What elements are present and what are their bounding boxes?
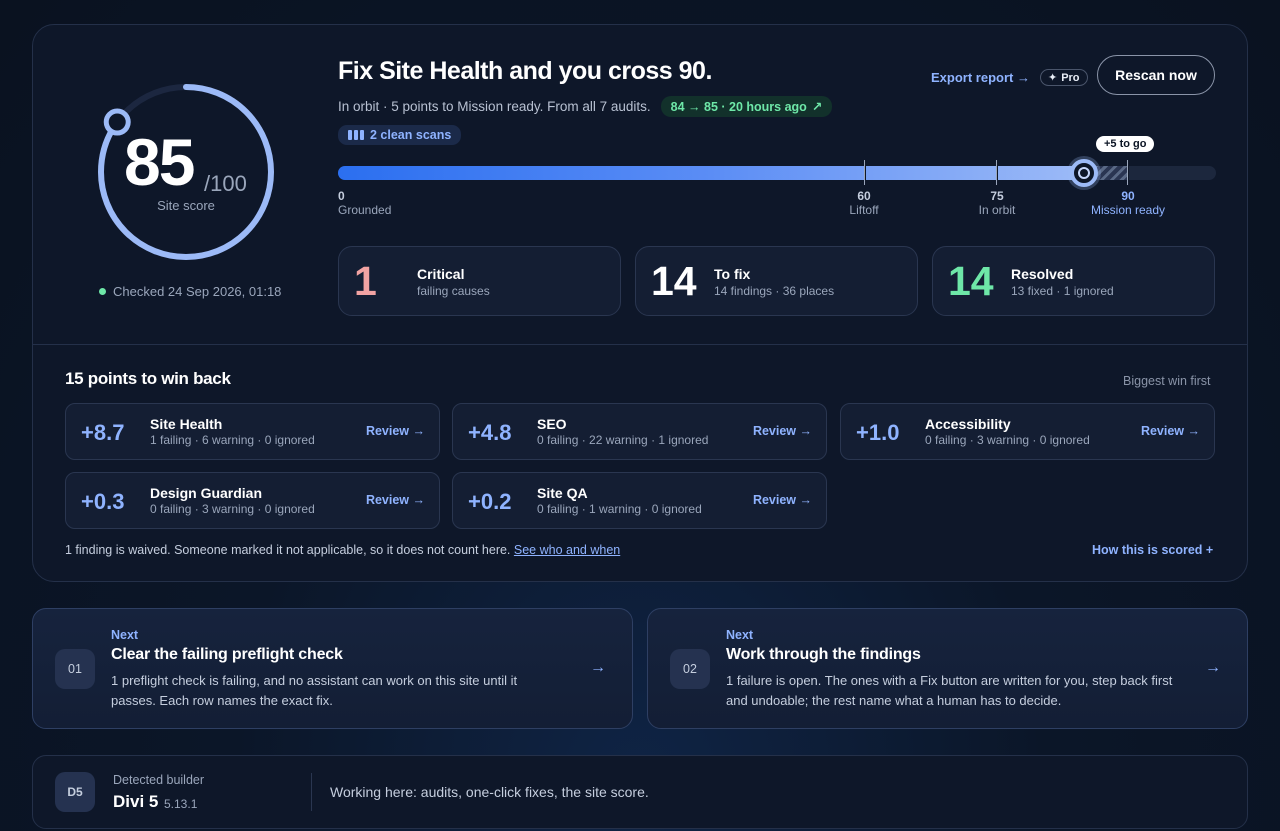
score-progress-knob[interactable] (1070, 159, 1098, 187)
see-who-link[interactable]: See who and when (513, 543, 621, 557)
review-link[interactable]: Review → (365, 493, 425, 507)
audit-points: +0.3 (81, 489, 125, 514)
score-label: Site score (157, 198, 215, 213)
score-progress-fill (338, 166, 1085, 180)
audit-name: Site QA (537, 485, 588, 501)
arrow-up-right-icon: ↗ (811, 100, 823, 114)
builder-label: Detected builder (113, 773, 205, 787)
clean-scans-badge: 2 clean scans (338, 125, 462, 145)
sparkle-icon: ✦ (1047, 72, 1058, 84)
milestone-grounded: 0 Grounded (338, 189, 392, 217)
builder-badge: D5 (55, 772, 95, 812)
stat-title: To fix (714, 266, 751, 282)
stat-subtitle: failing causes (417, 284, 490, 298)
next-step-card-2[interactable]: 02 Next Work through the findings 1 fail… (647, 608, 1248, 729)
score-value: 85 (124, 125, 195, 199)
rescan-button[interactable]: Rescan now (1097, 55, 1215, 95)
stat-title: Critical (417, 266, 465, 282)
audit-stats: 1 failing · 6 warning · 0 ignored (150, 433, 315, 447)
next-step-card-1[interactable]: 01 Next Clear the failing preflight chec… (32, 608, 633, 729)
step-description: 1 failure is open. The ones with a Fix b… (726, 673, 1173, 708)
milestone-tick-in-orbit (996, 160, 998, 185)
review-link[interactable]: Review → (365, 424, 425, 438)
clean-scans-text: 2 clean scans (370, 128, 452, 142)
step-title: Clear the failing preflight check (111, 646, 343, 663)
step-label: Next (726, 628, 754, 642)
review-link[interactable]: Review → (1140, 424, 1200, 438)
score-max: /100 (204, 171, 247, 196)
detected-builder-panel: D5 Detected builder Divi 5 5.13.1 Workin… (32, 755, 1248, 829)
trend-badge[interactable]: 84 → 85 · 20 hours ago ↗ (660, 96, 833, 117)
arrow-right-icon[interactable]: → (590, 659, 606, 676)
builder-version: 5.13.1 (164, 797, 198, 811)
pro-badge: ✦ Pro (1039, 69, 1088, 86)
step-title: Work through the findings (726, 646, 921, 663)
stat-number: 14 (651, 258, 697, 304)
export-report-label: Export report → (931, 70, 1030, 85)
step-description: 1 preflight check is failing, and no ass… (111, 673, 518, 708)
scan-bars-icon (348, 130, 364, 140)
review-link[interactable]: Review → (752, 424, 812, 438)
to-go-badge: +5 to go (1096, 136, 1155, 152)
audit-points: +0.2 (468, 489, 512, 514)
audit-card-site-health[interactable]: +8.7 Site Health 1 failing · 6 warning ·… (65, 403, 440, 460)
audit-stats: 0 failing · 1 warning · 0 ignored (537, 502, 702, 516)
score-overview: 85 /100 Site score Checked 24 Sep 2026, … (33, 25, 1247, 345)
builder-capabilities: Working here: audits, one-click fixes, t… (330, 784, 649, 800)
score-gauge (98, 84, 274, 260)
audit-name: Design Guardian (150, 485, 263, 501)
audit-card-design-guardian[interactable]: +0.3 Design Guardian 0 failing · 3 warni… (65, 472, 440, 529)
stat-title: Resolved (1011, 266, 1074, 282)
audit-stats: 0 failing · 22 warning · 1 ignored (537, 433, 709, 447)
stat-number: 14 (948, 258, 994, 304)
stat-resolved[interactable]: 14 Resolved 13 fixed · 1 ignored (932, 246, 1215, 316)
stat-subtitle: 13 fixed · 1 ignored (1011, 284, 1114, 298)
milestone-in-orbit: 75 In orbit (978, 189, 1016, 217)
audit-card-seo[interactable]: +4.8 SEO 0 failing · 22 warning · 1 igno… (452, 403, 827, 460)
sort-label: Biggest win first (1123, 374, 1211, 388)
status-dot-icon (99, 288, 106, 295)
audit-stats: 0 failing · 3 warning · 0 ignored (150, 502, 315, 516)
audit-points: +4.8 (468, 420, 512, 445)
waived-note: 1 finding is waived. Someone marked it n… (65, 543, 620, 557)
arrow-right-icon[interactable]: → (1205, 659, 1221, 676)
step-number: 02 (670, 649, 710, 689)
waived-text: 1 finding is waived. Someone marked it n… (65, 543, 511, 557)
step-label: Next (111, 628, 139, 642)
stat-to-fix[interactable]: 14 To fix 14 findings · 36 places (635, 246, 918, 316)
stat-number: 1 (354, 258, 377, 304)
winback-title: 15 points to win back (65, 369, 231, 388)
how-scored-link[interactable]: How this is scored + (1092, 543, 1214, 557)
site-score-panel: 85 /100 Site score Checked 24 Sep 2026, … (32, 24, 1248, 582)
milestone-tick-liftoff (864, 160, 866, 185)
milestone-tick-mission-ready (1127, 160, 1129, 185)
audit-name: Accessibility (925, 416, 1011, 432)
subline-text: In orbit · 5 points to Mission ready. Fr… (338, 99, 651, 114)
checked-timestamp: Checked 24 Sep 2026, 01:18 (99, 284, 281, 299)
stat-subtitle: 14 findings · 36 places (714, 284, 835, 298)
milestone-liftoff: 60 Liftoff (849, 189, 879, 217)
audit-points: +1.0 (856, 420, 900, 445)
export-report-link[interactable]: Export report → ✦ Pro (931, 69, 1088, 86)
step-number: 01 (55, 649, 95, 689)
subline: In orbit · 5 points to Mission ready. Fr… (338, 96, 833, 117)
milestone-mission-ready: 90 Mission ready (1090, 189, 1166, 217)
audit-name: Site Health (150, 416, 223, 432)
audit-card-accessibility[interactable]: +1.0 Accessibility 0 failing · 3 warning… (840, 403, 1215, 460)
audit-name: SEO (537, 416, 567, 432)
page-title: Fix Site Health and you cross 90. (338, 57, 712, 85)
trend-text: 84 → 85 · 20 hours ago (670, 99, 807, 114)
builder-divider (311, 773, 312, 811)
audit-stats: 0 failing · 3 warning · 0 ignored (925, 433, 1090, 447)
audit-points: +8.7 (81, 420, 125, 445)
review-link[interactable]: Review → (752, 493, 812, 507)
stat-critical[interactable]: 1 Critical failing causes (338, 246, 621, 316)
audit-card-site-qa[interactable]: +0.2 Site QA 0 failing · 1 warning · 0 i… (452, 472, 827, 529)
section-divider (33, 344, 1247, 345)
pro-label: Pro (1061, 71, 1080, 84)
builder-name: Divi 5 (113, 792, 159, 811)
checked-text: Checked 24 Sep 2026, 01:18 (113, 284, 282, 299)
